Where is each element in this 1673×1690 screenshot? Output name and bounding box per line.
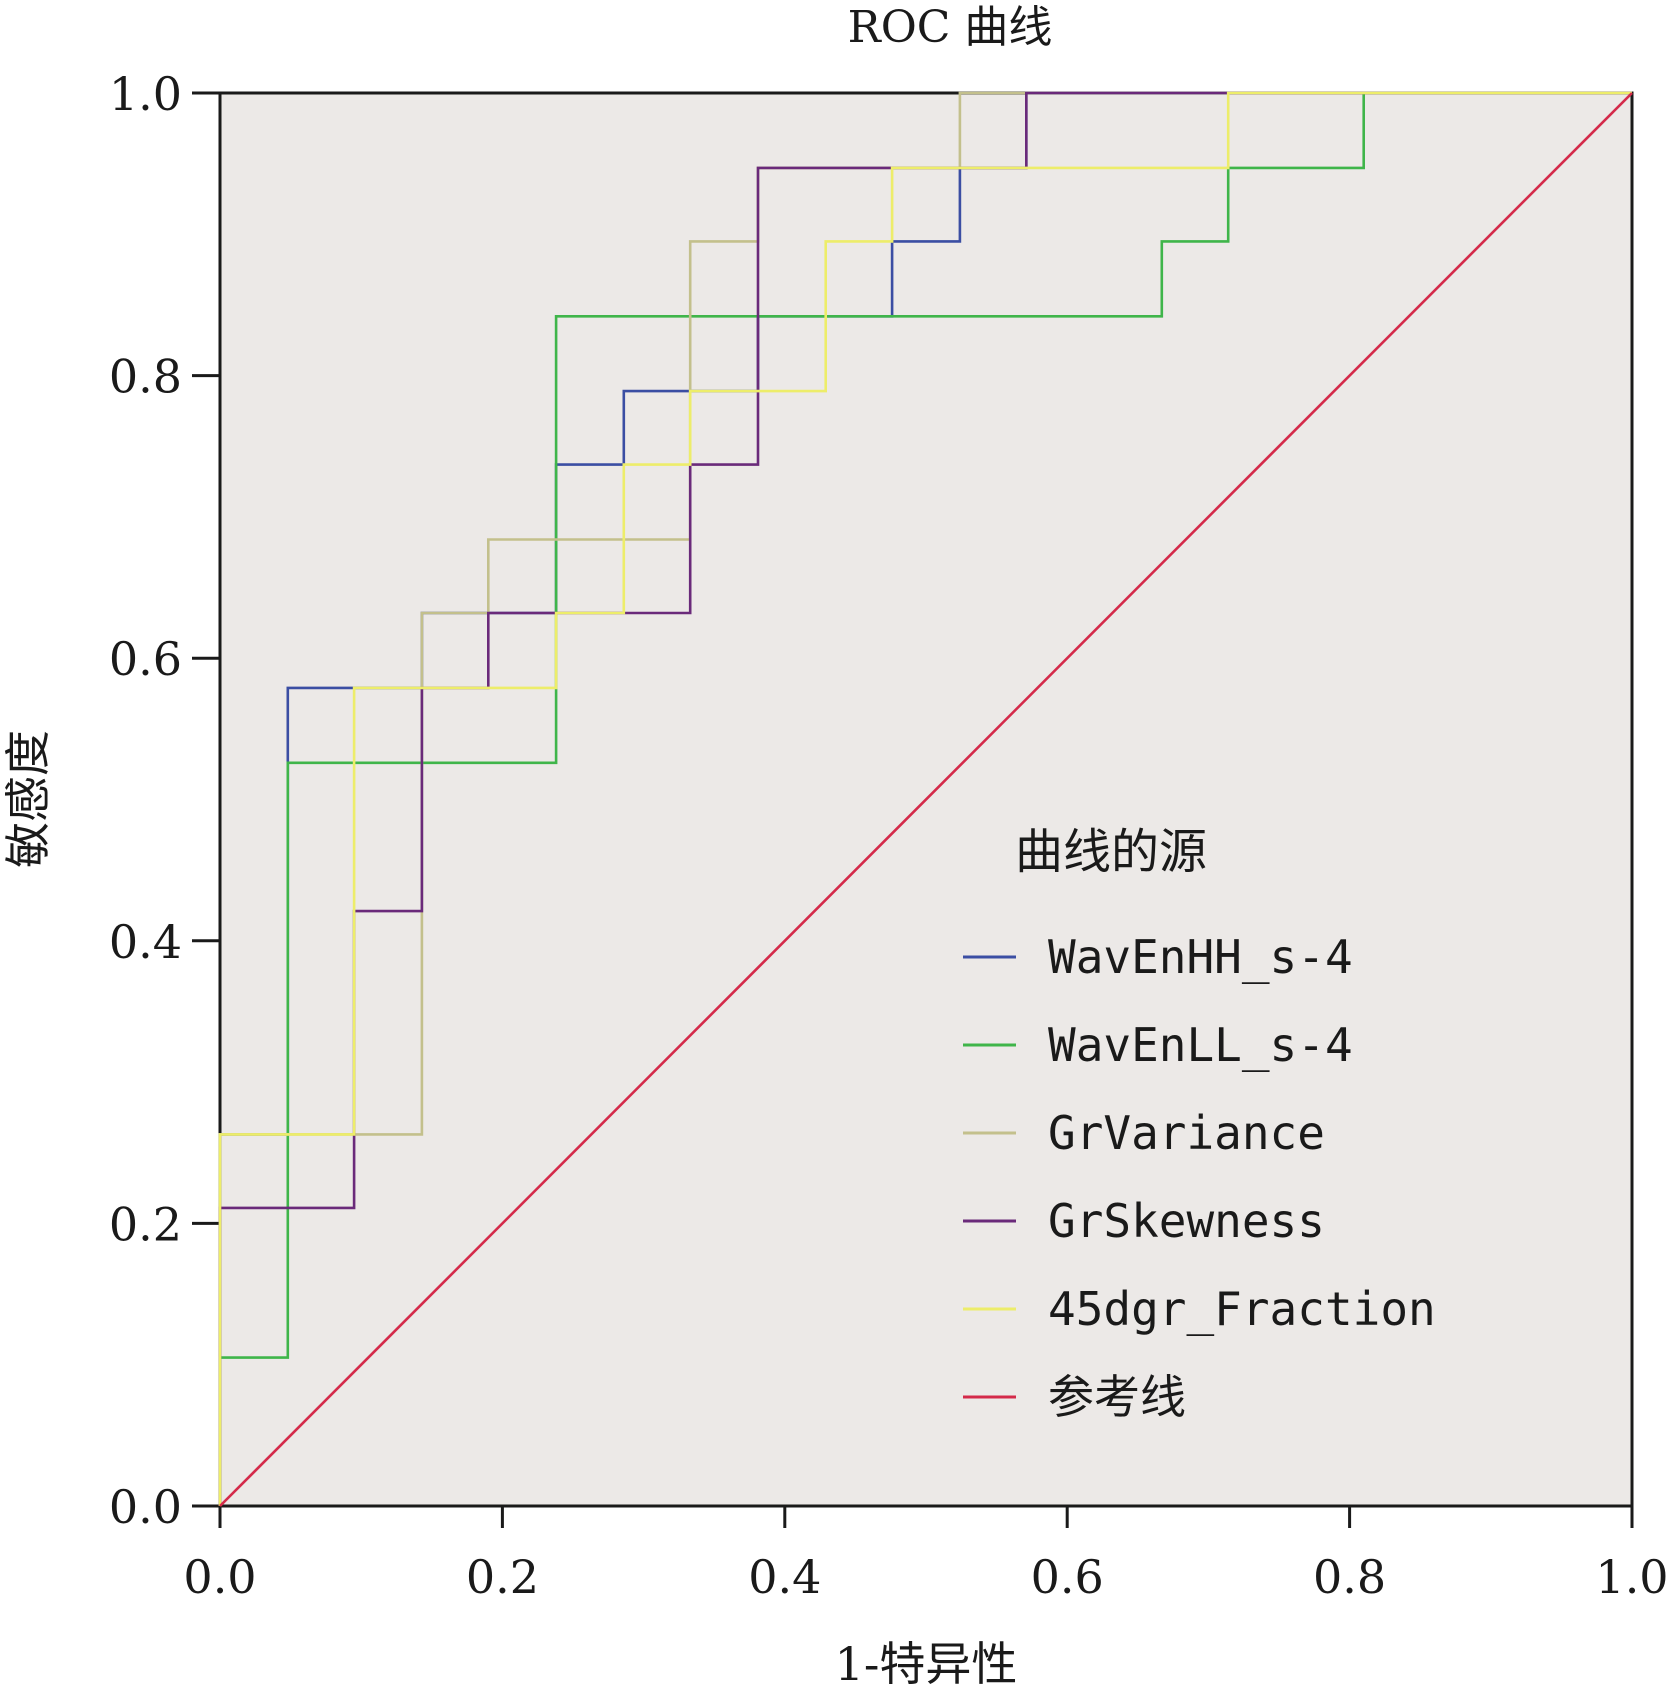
x-tick-label: 0.8: [1313, 1550, 1386, 1604]
series-line-wavenll-s-4: [218, 91, 1632, 1506]
series-lines: [218, 91, 1633, 1507]
series-line-45dgr-fraction: [218, 91, 1632, 1506]
y-axis-title: 敏感度: [1, 730, 55, 868]
x-axis-title: 1-特异性: [835, 1637, 1018, 1690]
x-tick-label: 0.2: [466, 1550, 539, 1604]
legend: WavEnHH_s-4 WavEnLL_s-4 GrVariance GrSkewne…: [963, 930, 1436, 1424]
series-line-reference: [219, 92, 1633, 1507]
legend-label-grskewness: GrSkewness: [1048, 1194, 1325, 1248]
legend-label-grvariance: GrVariance: [1048, 1106, 1325, 1160]
chart-title: ROC 曲线: [848, 2, 1053, 53]
axis-ticks: 0.00.0 0.2 0.2 0.4 0.4 0.6 0.6 0.8 0.8 1.0 1.0: [109, 67, 1669, 1604]
legend-label-wavenll-s-4: WavEnLL_s-4: [1048, 1018, 1353, 1072]
y-tick-label: 0.2: [109, 1197, 182, 1251]
legend-title: 曲线的源: [1015, 824, 1207, 880]
y-tick-label: 0.0: [109, 1480, 182, 1534]
x-tick-label: 1.0: [1595, 1550, 1668, 1604]
x-tick-label: 0.4: [748, 1550, 821, 1604]
x-tick-label: 0.6: [1031, 1550, 1104, 1604]
legend-label-reference: 参考线: [1048, 1370, 1186, 1424]
y-tick-label: 0.4: [109, 915, 182, 969]
y-tick-label: 0.6: [109, 632, 182, 686]
legend-label-wavenhh-s-4: WavEnHH_s-4: [1048, 930, 1353, 984]
x-tick-label: 0.0: [183, 1550, 256, 1604]
y-tick-label: 0.8: [109, 350, 182, 404]
series-line-wavenhh-s-4: [218, 91, 1632, 1506]
legend-label-45dgr-fraction: 45dgr_Fraction: [1048, 1282, 1436, 1336]
y-tick-label: 1.0: [109, 67, 182, 121]
